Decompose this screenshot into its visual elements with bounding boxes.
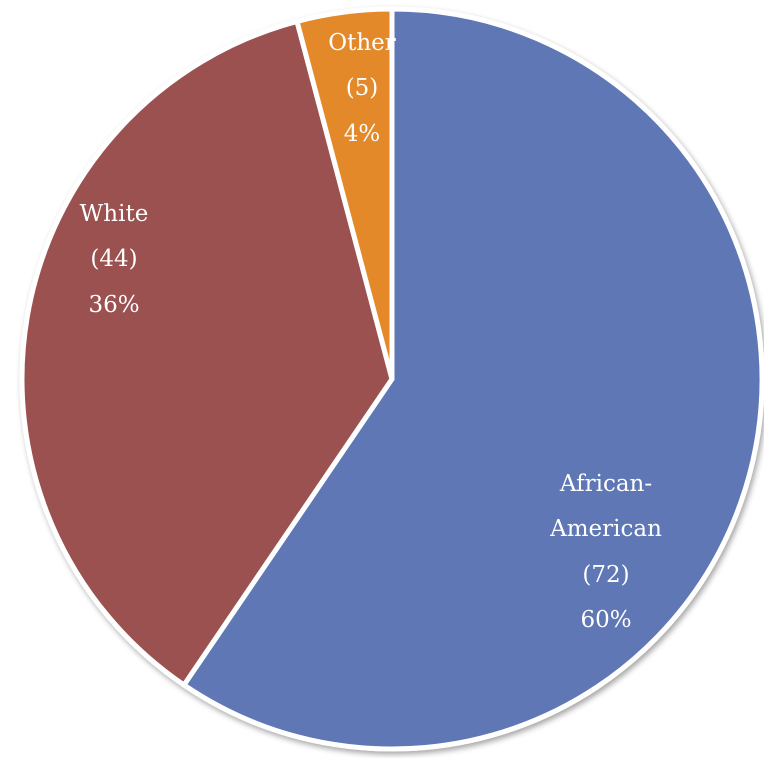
- label-white-category: White: [80, 201, 149, 227]
- label-other-count: (5): [346, 75, 379, 101]
- pie-slice-white: [19, 18, 395, 688]
- pie-slices: [19, 6, 764, 752]
- label-white-percent: 36%: [88, 292, 139, 318]
- label-other-category: Other: [328, 30, 396, 56]
- label-white-count: (44): [90, 246, 137, 272]
- label-african-american-count: (72): [582, 562, 629, 588]
- pie-slice-african-american: [181, 6, 764, 752]
- pie-slice-other: [294, 6, 395, 382]
- label-african-american-line1: African-: [559, 471, 652, 497]
- label-other-percent: 4%: [344, 121, 381, 147]
- label-african-american-percent: 60%: [580, 607, 631, 633]
- label-african-american: African- American (72) 60%: [549, 471, 662, 633]
- label-other: Other (5) 4%: [328, 30, 396, 147]
- label-african-american-line2: American: [549, 516, 662, 542]
- label-white: White (44) 36%: [80, 201, 149, 318]
